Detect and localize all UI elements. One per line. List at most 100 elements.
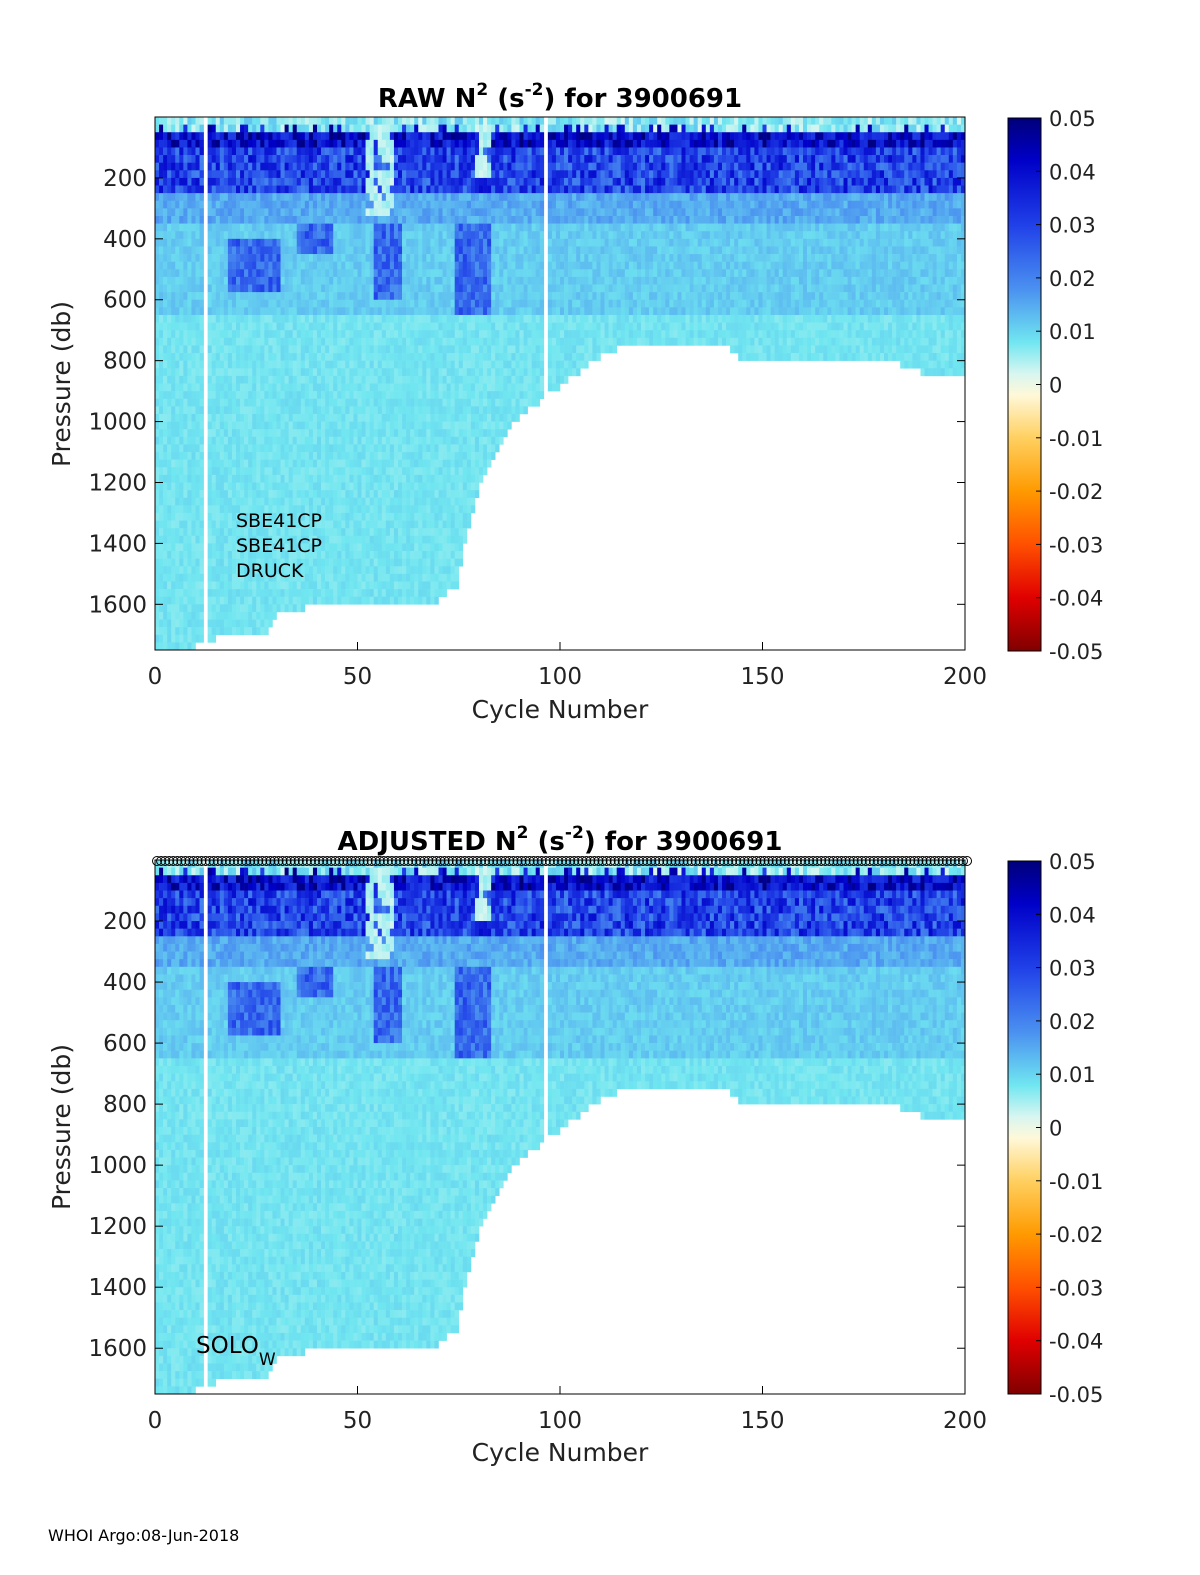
heatmap-cell <box>219 490 225 499</box>
heatmap-cell <box>450 520 455 529</box>
heatmap-cell <box>163 299 168 308</box>
heatmap-cell <box>268 193 273 202</box>
heatmap-cell <box>341 193 346 202</box>
heatmap-cell <box>393 330 399 339</box>
heatmap-cell <box>223 139 229 148</box>
heatmap-cell <box>240 558 245 567</box>
heatmap-cell <box>195 528 200 537</box>
heatmap-cell <box>442 155 447 163</box>
heatmap-cell <box>450 375 455 384</box>
heatmap-cell <box>426 528 431 537</box>
heatmap-cell <box>256 627 261 636</box>
heatmap-cell <box>373 436 379 445</box>
heatmap-cell <box>280 604 285 613</box>
heatmap-cell <box>236 436 241 445</box>
heatmap-cell <box>361 170 366 179</box>
heatmap-cell <box>393 581 399 590</box>
heatmap-cell <box>207 124 212 133</box>
heatmap-cell <box>446 215 451 224</box>
heatmap-cell <box>349 261 354 270</box>
heatmap-cell <box>171 589 176 597</box>
heatmap-cell <box>398 528 403 537</box>
heatmap-cell <box>410 581 415 590</box>
heatmap-cell <box>434 238 439 247</box>
heatmap-cell <box>159 589 164 597</box>
heatmap-cell <box>167 345 172 354</box>
heatmap-cell <box>227 246 233 255</box>
heatmap-cell <box>167 604 172 613</box>
heatmap-cell <box>227 269 233 278</box>
heatmap-cell <box>268 551 273 559</box>
heatmap-cell <box>292 193 298 202</box>
heatmap-cell <box>231 337 237 346</box>
heatmap-cell <box>280 162 285 171</box>
heatmap-cell <box>276 543 281 552</box>
heatmap-cell <box>353 459 358 468</box>
heatmap-cell <box>260 406 265 415</box>
heatmap-cell <box>414 452 419 460</box>
heatmap-cell <box>418 284 423 293</box>
heatmap-cell <box>268 520 273 529</box>
heatmap-cell <box>398 512 403 521</box>
heatmap-cell <box>308 284 314 293</box>
heatmap-cell <box>284 246 289 255</box>
heatmap-cell <box>175 254 180 262</box>
heatmap-cell <box>414 589 419 597</box>
heatmap-cell <box>191 581 196 590</box>
heatmap-cell <box>398 375 403 384</box>
heatmap-cell <box>414 520 419 529</box>
heatmap-cell <box>410 322 415 331</box>
heatmap-cell <box>248 589 253 597</box>
heatmap-cell <box>329 497 334 506</box>
heatmap-cell <box>187 322 192 331</box>
heatmap-cell <box>345 512 350 521</box>
heatmap-cell <box>458 360 464 369</box>
heatmap-cell <box>191 368 196 377</box>
heatmap-cell <box>418 261 423 270</box>
heatmap-cell <box>361 314 366 323</box>
heatmap-cell <box>260 261 265 270</box>
heatmap-cell <box>268 200 273 209</box>
heatmap-cell <box>240 276 245 285</box>
heatmap-cell <box>438 246 443 255</box>
heatmap-cell <box>199 193 204 202</box>
heatmap-cell <box>325 368 330 377</box>
heatmap-cell <box>191 551 196 559</box>
heatmap-cell <box>252 162 257 171</box>
heatmap-cell <box>159 139 164 148</box>
heatmap-cell <box>337 246 342 255</box>
heatmap-cell <box>207 185 212 194</box>
heatmap-cell <box>231 117 237 125</box>
heatmap-cell <box>223 117 229 125</box>
heatmap-cell <box>365 276 370 285</box>
heatmap-cell <box>231 276 237 285</box>
heatmap-cell <box>357 436 362 445</box>
heatmap-cell <box>462 452 468 460</box>
heatmap-cell <box>337 375 342 384</box>
heatmap-cell <box>288 314 293 323</box>
heatmap-cell <box>231 604 237 613</box>
heatmap-cell <box>312 314 318 323</box>
heatmap-cell <box>430 185 435 194</box>
heatmap-cell <box>260 429 265 438</box>
heatmap-cell <box>163 353 168 361</box>
heatmap-cell <box>406 231 411 240</box>
heatmap-cell <box>373 596 379 605</box>
heatmap-cell <box>304 452 310 460</box>
heatmap-cell <box>353 528 358 537</box>
heatmap-cell <box>410 185 415 194</box>
heatmap-cell <box>292 208 298 217</box>
heatmap-cell <box>280 299 285 308</box>
heatmap-cell <box>219 299 225 308</box>
heatmap-cell <box>442 398 447 407</box>
heatmap-cell <box>215 520 221 529</box>
heatmap-cell <box>167 558 172 567</box>
heatmap-cell <box>345 528 350 537</box>
heatmap-cell <box>175 520 180 529</box>
heatmap-cell <box>171 398 176 407</box>
heatmap-cell <box>195 436 200 445</box>
heatmap-cell <box>434 528 439 537</box>
heatmap-cell <box>312 170 318 179</box>
heatmap-cell <box>426 467 431 476</box>
heatmap-cell <box>357 490 362 499</box>
